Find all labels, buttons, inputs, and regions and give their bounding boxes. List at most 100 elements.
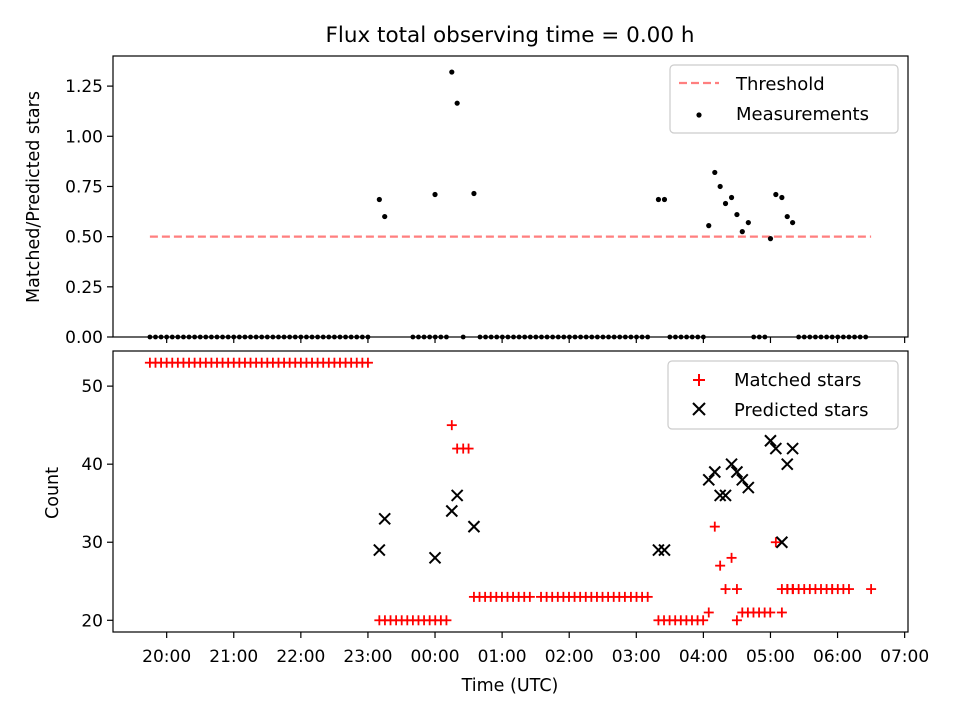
predicted-star-marker bbox=[725, 457, 738, 471]
predicted-marker-b bbox=[450, 489, 464, 502]
y-tick-label: 40 bbox=[81, 455, 103, 475]
measurement-point bbox=[790, 219, 796, 226]
predicted-marker-b bbox=[769, 442, 783, 455]
matched-star-marker bbox=[642, 591, 653, 602]
predicted-marker-b bbox=[445, 504, 459, 518]
matched-star-marker bbox=[698, 615, 709, 626]
measurement-point bbox=[773, 191, 779, 198]
legend-measurements-swatch bbox=[696, 112, 702, 118]
measurement-point bbox=[779, 194, 785, 201]
x-tick-label: 23:00 bbox=[343, 647, 392, 667]
predicted-marker-b bbox=[428, 551, 442, 565]
measurement-point bbox=[416, 334, 421, 340]
measurement-point bbox=[684, 334, 690, 340]
measurement-point bbox=[270, 334, 276, 340]
measurement-point bbox=[181, 334, 186, 340]
y-tick-label: 50 bbox=[81, 377, 103, 397]
measurement-point bbox=[320, 334, 326, 340]
predicted-star-marker bbox=[781, 457, 794, 471]
measurement-point bbox=[276, 334, 281, 340]
predicted-marker-b bbox=[378, 512, 391, 526]
measurement-point bbox=[589, 334, 595, 340]
predicted-star-marker bbox=[445, 504, 459, 518]
measurement-point bbox=[533, 334, 539, 340]
measurement-point bbox=[236, 334, 242, 340]
predicted-marker-b bbox=[764, 434, 777, 447]
x-tick-label: 00:00 bbox=[411, 647, 460, 667]
matched-star-marker bbox=[843, 584, 854, 595]
measurement-point bbox=[611, 334, 617, 340]
measurement-point bbox=[454, 100, 460, 106]
predicted-marker-b bbox=[775, 536, 789, 549]
measurement-point bbox=[600, 334, 606, 340]
measurement-point bbox=[678, 334, 684, 340]
measurement-point bbox=[594, 334, 600, 340]
bottom-legend: Matched stars Predicted stars bbox=[667, 360, 899, 430]
measurement-point bbox=[432, 334, 438, 340]
predicted-star-marker bbox=[373, 543, 386, 557]
predicted-star-marker bbox=[652, 543, 665, 557]
y-tick-label: 1.25 bbox=[65, 77, 103, 97]
x-axis-label: Time (UTC) bbox=[461, 676, 559, 696]
measurement-point bbox=[483, 334, 488, 340]
legend-threshold-label: Threshold bbox=[735, 74, 825, 95]
measurement-point bbox=[756, 334, 762, 340]
measurement-point bbox=[421, 334, 427, 340]
measurement-point bbox=[309, 334, 315, 340]
measurement-points bbox=[147, 69, 869, 340]
measurement-point bbox=[220, 334, 225, 340]
top-y-axis-label: Matched/Predicted stars bbox=[24, 91, 44, 303]
measurement-point bbox=[567, 334, 572, 340]
predicted-marker-b bbox=[713, 489, 727, 502]
measurement-point bbox=[460, 334, 466, 340]
matched-star-marker bbox=[726, 552, 737, 563]
top-panel: Flux total observing time = 0.00 h 0.000… bbox=[24, 23, 909, 348]
measurement-point bbox=[505, 334, 511, 340]
matched-star-marker bbox=[866, 584, 877, 595]
measurement-point bbox=[359, 334, 365, 340]
predicted-marker-b bbox=[719, 489, 732, 502]
measurement-point bbox=[578, 334, 584, 340]
bottom-panel: 20 30 40 50 20:00 21:00 22:00 23:00 00:00 01:00 0… bbox=[43, 350, 929, 696]
measurement-point bbox=[147, 334, 153, 340]
matched-star-marker bbox=[770, 537, 781, 548]
predicted-star-marker bbox=[769, 442, 783, 455]
measurement-point bbox=[751, 334, 757, 340]
matched-star-marker bbox=[524, 591, 535, 602]
y-tick-label: 30 bbox=[81, 533, 103, 553]
predicted-star-marker bbox=[428, 551, 442, 565]
measurement-point bbox=[449, 69, 455, 75]
matched-star-marker bbox=[441, 615, 452, 626]
x-tick-label: 02:00 bbox=[545, 647, 594, 667]
predicted-star-marker bbox=[719, 489, 732, 502]
measurement-point bbox=[544, 334, 550, 340]
legend-predicted-label: Predicted stars bbox=[734, 400, 868, 421]
x-tick-label: 05:00 bbox=[746, 647, 795, 667]
measurement-point bbox=[511, 334, 516, 340]
bottom-y-axis-ticks: 20 30 40 50 bbox=[81, 377, 113, 631]
bottom-x-axis-ticks: 20:00 21:00 22:00 23:00 00:00 01:00 02:00 03:00… bbox=[142, 632, 929, 667]
matched-stars-points bbox=[144, 357, 877, 626]
matched-star-marker bbox=[776, 607, 787, 618]
predicted-star-marker bbox=[658, 543, 671, 557]
matched-star-marker bbox=[463, 443, 474, 454]
measurement-point bbox=[717, 183, 723, 190]
measurement-point bbox=[745, 219, 751, 226]
measurement-point bbox=[634, 334, 639, 340]
measurement-point bbox=[253, 334, 259, 340]
measurement-point bbox=[739, 229, 745, 235]
measurement-point bbox=[304, 334, 309, 340]
measurement-point bbox=[292, 334, 298, 340]
measurement-point bbox=[661, 196, 668, 203]
measurement-point bbox=[516, 334, 522, 340]
chart-title: Flux total observing time = 0.00 h bbox=[326, 23, 695, 48]
matched-star-marker bbox=[709, 521, 720, 532]
predicted-star-marker bbox=[730, 465, 744, 479]
measurement-point bbox=[432, 191, 438, 198]
matched-star-marker bbox=[731, 615, 742, 626]
matched-star-marker bbox=[765, 607, 776, 618]
legend-matched-label: Matched stars bbox=[734, 370, 861, 391]
measurement-point bbox=[175, 334, 181, 340]
predicted-star-marker bbox=[786, 442, 799, 455]
measurement-point bbox=[606, 334, 611, 340]
